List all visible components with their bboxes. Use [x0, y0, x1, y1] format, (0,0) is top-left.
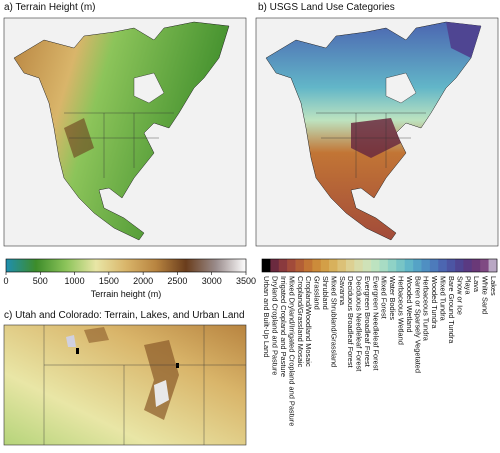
panel-title: a) Terrain Height (m)	[4, 2, 96, 13]
category-label: Herbaceous Wetland	[397, 276, 406, 345]
category-swatch	[471, 259, 481, 272]
panel-title: b) USGS Land Use Categories	[258, 2, 395, 13]
category-label: White Sand	[480, 276, 489, 314]
category-swatch	[387, 259, 397, 272]
category-swatch	[262, 259, 271, 272]
category-label: Irrigated Cropland and Pasture	[279, 276, 288, 377]
category-label: Lakes	[489, 276, 498, 296]
category-swatch	[371, 259, 380, 272]
category-label: Herbaceous Tundra	[422, 276, 431, 342]
category-swatch	[379, 259, 389, 272]
tick-label: 3500	[236, 276, 256, 286]
category-swatch	[421, 259, 431, 272]
category-label: Evergreen Broadleaf Forest	[363, 276, 372, 367]
category-label: Bare Ground Tundra	[447, 276, 456, 344]
category-label: Lava	[472, 276, 481, 293]
utah-colorado-map	[3, 324, 247, 446]
category-label: Wooded Tundra	[430, 276, 439, 329]
category-swatch	[488, 259, 498, 272]
category-swatch	[404, 259, 414, 272]
category-label: Deciduous Broadleaf Forest	[346, 276, 355, 368]
category-swatch	[287, 259, 296, 272]
category-label: Evergreen Needleleaf Forest	[371, 276, 380, 371]
category-swatch	[463, 259, 473, 272]
category-label: Grassland	[313, 276, 322, 310]
terrain-map	[3, 17, 247, 247]
category-swatch	[278, 259, 288, 272]
landuse-colorbar: Urban and Built-Up Land Dryland Cropland …	[261, 258, 498, 426]
category-swatch	[312, 259, 322, 272]
landuse-map	[255, 17, 499, 247]
colorbar-fill	[5, 258, 247, 273]
category-label: Mixed Tundra	[438, 276, 447, 322]
category-swatch	[429, 259, 439, 272]
category-label: Wooded Wetland	[405, 276, 414, 332]
category-label: Mixed Forest	[380, 276, 389, 319]
terrain-colorbar: 0 500 1000 1500 2000 2500 3000 3500	[3, 258, 256, 286]
category-swatch	[413, 259, 422, 272]
category-label: Mixed Shrubland/Grassland	[329, 276, 338, 367]
category-label: Cropland/Grassland Mosaic	[296, 276, 305, 367]
tick-label: 1500	[99, 276, 119, 286]
category-label: Deciduous Needleleaf Forest	[355, 276, 364, 371]
colorbar-label: Terrain height (m)	[91, 289, 162, 299]
category-swatch	[438, 259, 447, 272]
tick-label: 2500	[167, 276, 187, 286]
category-swatch	[354, 259, 364, 272]
tick-label: 500	[33, 276, 48, 286]
category-label: Snow or Ice	[455, 276, 464, 315]
category-swatch	[362, 259, 372, 272]
category-swatch	[320, 259, 330, 272]
category-swatch	[303, 259, 313, 272]
panel-title: c) Utah and Colorado: Terrain, Lakes, an…	[4, 310, 245, 321]
category-swatch	[396, 259, 405, 272]
tick-label: 0	[3, 276, 8, 286]
category-label: Mixed Dryland/Irrigated Cropland and Pas…	[287, 276, 296, 426]
category-label: Dryland Cropland and Pasture	[271, 276, 280, 375]
colorbar-frame	[261, 258, 498, 273]
tick-label: 2000	[133, 276, 153, 286]
category-swatch	[446, 259, 456, 272]
category-swatch	[480, 259, 489, 272]
category-swatch	[345, 259, 355, 272]
category-label: Water Bodies	[388, 276, 397, 320]
category-label: Barren or Sparsely Vegetated	[413, 276, 422, 373]
category-swatch	[295, 259, 305, 272]
category-label: Cropland/Woodland Mosaic	[304, 276, 313, 367]
category-swatch	[337, 259, 347, 272]
category-label: Shrubland	[321, 276, 330, 310]
category-label: Playa	[464, 276, 473, 295]
category-swatch	[270, 259, 280, 272]
category-label: Urban and Built-Up Land	[262, 276, 271, 357]
tick-label: 1000	[65, 276, 85, 286]
category-swatch	[455, 259, 464, 272]
category-swatch	[329, 259, 338, 272]
category-label: Savanna	[338, 276, 347, 306]
tick-label: 3000	[202, 276, 222, 286]
